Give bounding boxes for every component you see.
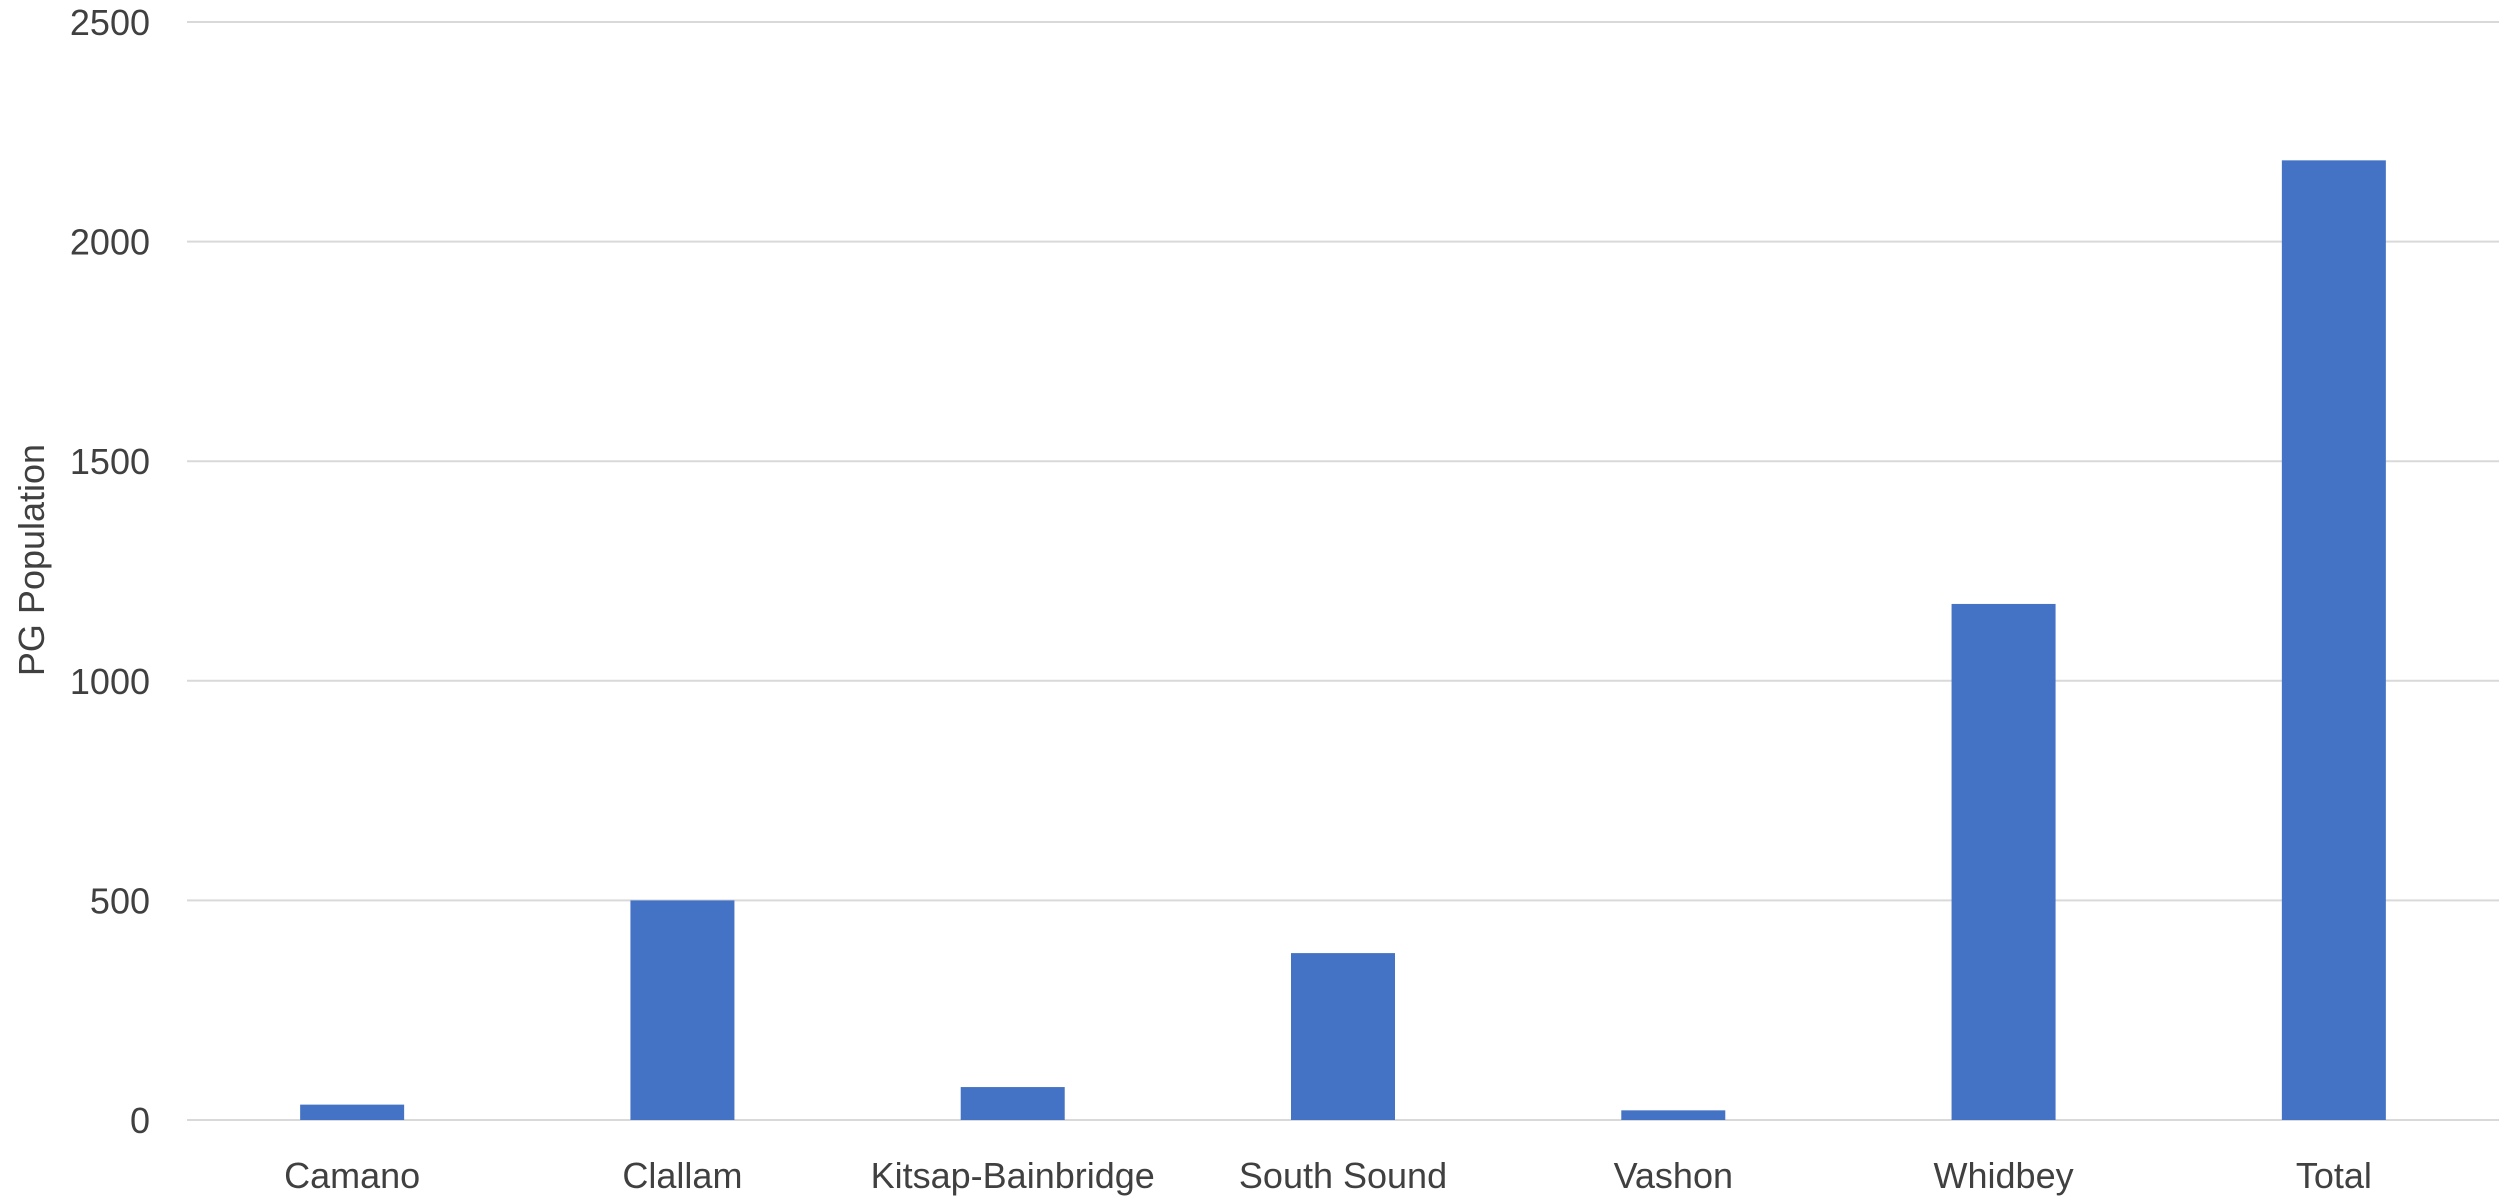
bar-camano	[300, 1104, 405, 1120]
y-tick-label: 2500	[70, 2, 150, 43]
bar-total	[2281, 160, 2386, 1120]
x-tick-label: Whidbey	[1934, 1155, 2074, 1196]
bar-kitsap-bainbridge	[960, 1087, 1065, 1120]
bar-whidbey	[1951, 603, 2056, 1120]
bar-clallam	[630, 900, 735, 1120]
y-axis-ticks: 0 500 1000 1500 2000 2500	[70, 2, 150, 1141]
x-axis-ticks: Camano Clallam Kitsap-Bainbridge South Soun…	[284, 1155, 2372, 1196]
bar-vashon	[1621, 1110, 1726, 1120]
x-tick-label: South Sound	[1239, 1155, 1447, 1196]
bars	[300, 160, 2386, 1120]
y-tick-label: 1500	[70, 441, 150, 482]
y-tick-label: 0	[130, 1100, 150, 1141]
x-tick-label: Clallam	[622, 1155, 742, 1196]
x-tick-label: Kitsap-Bainbridge	[871, 1155, 1155, 1196]
gridlines	[187, 21, 2499, 1121]
y-tick-label: 1000	[70, 661, 150, 702]
x-tick-label: Vashon	[1614, 1155, 1733, 1196]
bar-south-sound	[1291, 953, 1395, 1120]
y-tick-label: 500	[90, 880, 150, 921]
y-axis-title: PG Population	[11, 444, 52, 676]
x-tick-label: Total	[2296, 1155, 2372, 1196]
y-tick-label: 2000	[70, 222, 150, 263]
x-tick-label: Camano	[284, 1155, 420, 1196]
